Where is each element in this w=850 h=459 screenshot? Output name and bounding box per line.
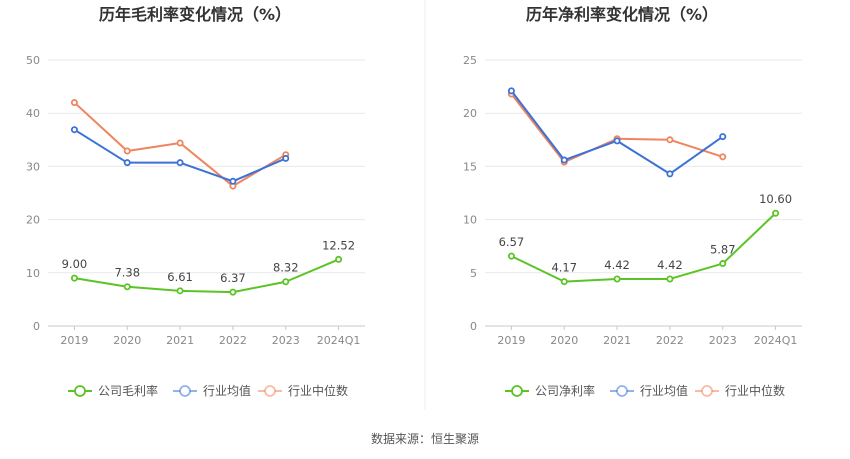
y-tick-label: 30 bbox=[26, 160, 40, 173]
legend-label: 公司净利率 bbox=[535, 383, 595, 398]
x-tick-label: 2023 bbox=[709, 334, 737, 347]
y-tick-label: 50 bbox=[26, 54, 40, 67]
data-point bbox=[123, 283, 131, 291]
legend-item[interactable]: 公司净利率 bbox=[505, 383, 595, 398]
legend-item[interactable]: 行业均值 bbox=[173, 383, 251, 398]
y-tick-label: 25 bbox=[463, 54, 477, 67]
data-point bbox=[70, 126, 78, 134]
data-point bbox=[560, 278, 568, 286]
data-label: 4.42 bbox=[657, 258, 683, 272]
data-point bbox=[282, 154, 290, 162]
data-point bbox=[507, 252, 515, 260]
chart-title: 历年毛利率变化情况（%） bbox=[99, 5, 291, 24]
data-point bbox=[176, 159, 184, 167]
data-point bbox=[176, 287, 184, 295]
data-source-note: 数据来源：恒生聚源 bbox=[371, 431, 479, 446]
y-tick-label: 0 bbox=[470, 320, 477, 333]
data-label: 5.87 bbox=[710, 243, 736, 257]
data-label: 4.42 bbox=[604, 258, 630, 272]
data-label: 6.37 bbox=[220, 271, 246, 285]
data-point bbox=[70, 99, 78, 107]
data-point bbox=[613, 275, 621, 283]
data-point bbox=[719, 153, 727, 161]
data-label: 7.38 bbox=[114, 266, 140, 280]
x-tick-label: 2022 bbox=[656, 334, 684, 347]
data-point bbox=[666, 170, 674, 178]
data-label: 9.00 bbox=[62, 257, 88, 271]
x-tick-label: 2019 bbox=[497, 334, 525, 347]
data-point bbox=[70, 274, 78, 282]
x-tick-label: 2024Q1 bbox=[317, 334, 361, 347]
data-point bbox=[560, 156, 568, 164]
y-tick-label: 5 bbox=[470, 267, 477, 280]
data-point bbox=[229, 288, 237, 296]
x-tick-label: 2022 bbox=[219, 334, 247, 347]
series-line bbox=[510, 93, 724, 164]
data-point bbox=[666, 136, 674, 144]
data-label: 6.57 bbox=[499, 235, 525, 249]
data-point bbox=[507, 87, 515, 95]
data-point bbox=[335, 255, 343, 263]
x-tick-label: 2020 bbox=[550, 334, 578, 347]
legend-marker bbox=[616, 385, 628, 397]
y-tick-label: 10 bbox=[463, 214, 477, 227]
series-line bbox=[510, 90, 724, 175]
x-tick-label: 2021 bbox=[166, 334, 194, 347]
y-tick-label: 20 bbox=[26, 214, 40, 227]
legend-marker bbox=[179, 385, 191, 397]
data-label: 10.60 bbox=[759, 192, 792, 206]
legend-marker bbox=[264, 385, 276, 397]
legend-item[interactable]: 行业中位数 bbox=[258, 383, 348, 398]
legend-item[interactable]: 行业中位数 bbox=[695, 383, 785, 398]
data-point bbox=[123, 147, 131, 155]
x-tick-label: 2020 bbox=[113, 334, 141, 347]
y-tick-label: 40 bbox=[26, 107, 40, 120]
y-tick-label: 10 bbox=[26, 267, 40, 280]
legend-label: 行业中位数 bbox=[288, 383, 348, 398]
x-tick-label: 2023 bbox=[272, 334, 300, 347]
data-label: 12.52 bbox=[322, 238, 355, 252]
legend-label: 公司毛利率 bbox=[98, 383, 158, 398]
legend-marker bbox=[74, 385, 86, 397]
x-tick-label: 2024Q1 bbox=[754, 334, 798, 347]
data-point bbox=[229, 177, 237, 185]
series-line bbox=[74, 258, 339, 294]
legend-item[interactable]: 行业均值 bbox=[610, 383, 688, 398]
y-tick-label: 15 bbox=[463, 160, 477, 173]
gross-margin-chart: 历年毛利率变化情况（%） 0 10 20 30 40 50 2019 2020 2021 2022… bbox=[26, 5, 365, 398]
data-point bbox=[719, 260, 727, 268]
data-point bbox=[772, 209, 780, 217]
x-tick-label: 2021 bbox=[603, 334, 631, 347]
data-point bbox=[613, 137, 621, 145]
legend-item[interactable]: 公司毛利率 bbox=[68, 383, 158, 398]
legend-marker bbox=[511, 385, 523, 397]
net-margin-chart: 历年净利率变化情况（%） 0 5 10 15 20 25 2019 2020 2021 2022 2… bbox=[463, 5, 802, 398]
y-tick-label: 0 bbox=[33, 320, 40, 333]
data-label: 6.61 bbox=[167, 270, 193, 284]
data-point bbox=[176, 139, 184, 147]
y-tick-label: 20 bbox=[463, 107, 477, 120]
data-label: 8.32 bbox=[273, 261, 299, 275]
data-point bbox=[123, 159, 131, 167]
legend-marker bbox=[701, 385, 713, 397]
legend-label: 行业中位数 bbox=[725, 383, 785, 398]
data-label: 4.17 bbox=[551, 261, 577, 275]
series-line bbox=[510, 212, 777, 283]
legend-label: 行业均值 bbox=[203, 383, 251, 398]
chart-title: 历年净利率变化情况（%） bbox=[526, 5, 718, 24]
data-point bbox=[666, 275, 674, 283]
data-point bbox=[719, 133, 727, 141]
legend-label: 行业均值 bbox=[640, 383, 688, 398]
data-point bbox=[282, 278, 290, 286]
x-tick-label: 2019 bbox=[60, 334, 88, 347]
